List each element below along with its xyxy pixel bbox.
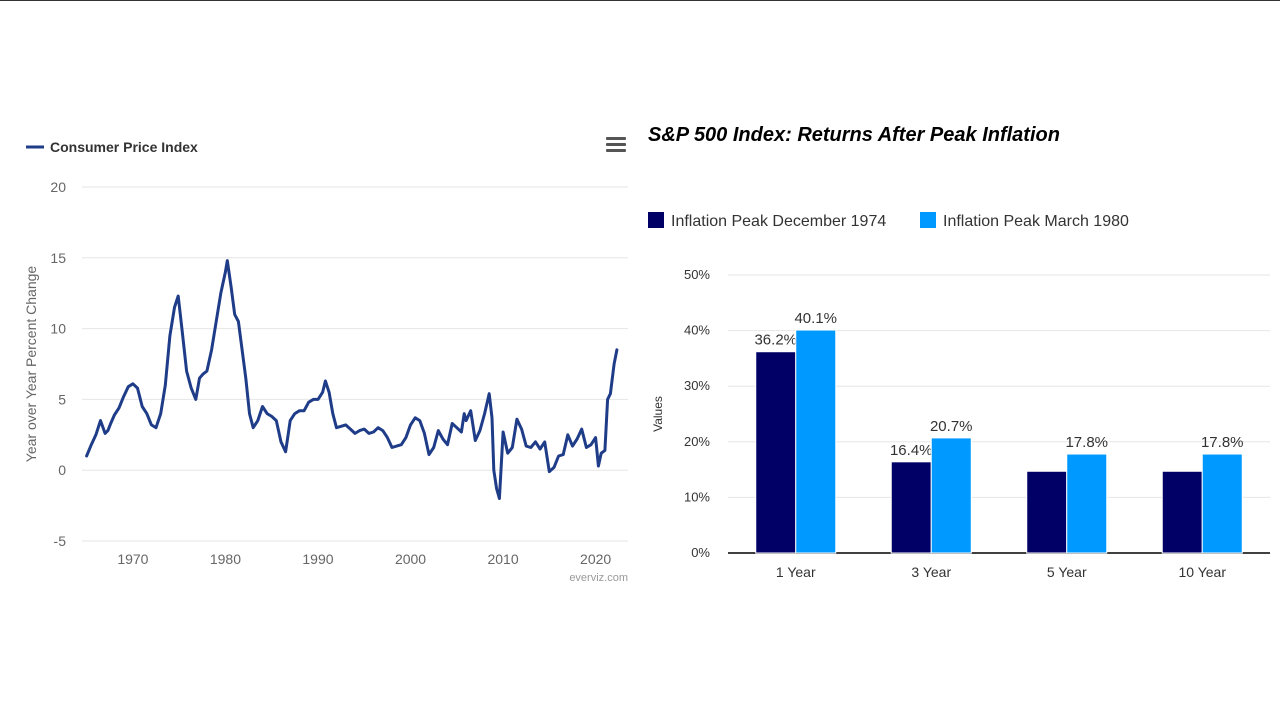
data-label: 20.7% (930, 418, 973, 435)
cpi-series-line[interactable] (85, 259, 619, 500)
y-tick-label: 20% (684, 434, 710, 449)
x-tick-label: 2020 (580, 551, 611, 567)
bar-dec-1974[interactable] (755, 351, 797, 554)
sp500-bar-chart: S&P 500 Index: Returns After Peak Inflat… (640, 0, 1280, 720)
menu-bar (606, 149, 626, 152)
legend-label[interactable]: Consumer Price Index (50, 139, 198, 155)
data-label: 40.1% (794, 310, 837, 327)
y-tick-label: 0 (58, 462, 66, 478)
y-tick-label: 50% (684, 267, 710, 282)
y-tick-label: 15 (50, 250, 66, 266)
x-tick-label: 1970 (117, 551, 148, 567)
y-axis-label: Values (651, 396, 665, 432)
legend-label[interactable]: Inflation Peak December 1974 (671, 213, 886, 230)
sp500-chart-svg: Inflation Peak December 1974 Inflation Pe… (648, 212, 1270, 580)
credit-label[interactable]: everviz.com (569, 572, 628, 584)
x-tick-label: 5 Year (1047, 564, 1087, 580)
y-tick-label: 0% (691, 545, 710, 560)
x-tick-label: 10 Year (1179, 564, 1227, 580)
bar-dec-1974[interactable] (1026, 470, 1068, 554)
bar-dec-1974[interactable] (890, 461, 932, 554)
legend-swatch (920, 212, 936, 228)
data-label: 36.2% (754, 332, 797, 349)
x-tick-label: 1 Year (776, 564, 816, 580)
data-label: 17.8% (1065, 434, 1108, 451)
menu-bar (606, 137, 626, 140)
bar-mar-1980[interactable] (795, 329, 837, 554)
x-tick-label: 1980 (210, 551, 241, 567)
x-tick-label: 3 Year (911, 564, 951, 580)
top-border-line (0, 0, 1280, 1)
data-label: 16.4% (890, 442, 933, 459)
chart-title: S&P 500 Index: Returns After Peak Inflat… (648, 124, 1060, 146)
y-axis-label: Year over Year Percent Change (23, 266, 39, 463)
y-tick-label: -5 (54, 533, 67, 549)
y-tick-label: 30% (684, 378, 710, 393)
cpi-chart-svg: Consumer Price Index everviz.com -5 0 5 10 1… (23, 139, 628, 584)
bar-mar-1980[interactable] (930, 437, 972, 554)
bar-mar-1980[interactable] (1066, 453, 1108, 554)
x-tick-label: 1990 (302, 551, 333, 567)
y-tick-label: 40% (684, 323, 710, 338)
legend-label[interactable]: Inflation Peak March 1980 (943, 213, 1129, 230)
data-label: 17.8% (1201, 434, 1244, 451)
hamburger-menu-icon[interactable] (606, 137, 626, 153)
x-tick-label: 2000 (395, 551, 426, 567)
y-tick-label: 5 (58, 391, 66, 407)
bar-dec-1974[interactable] (1161, 470, 1203, 554)
legend-swatch (648, 212, 664, 228)
bar-mar-1980[interactable] (1201, 453, 1243, 554)
cpi-line-chart: Consumer Price Index everviz.com -5 0 5 10 1… (0, 0, 640, 720)
y-tick-label: 20 (50, 179, 66, 195)
y-tick-label: 10 (50, 321, 66, 337)
menu-bar (606, 143, 626, 146)
y-tick-label: 10% (684, 489, 710, 504)
x-tick-label: 2010 (487, 551, 518, 567)
